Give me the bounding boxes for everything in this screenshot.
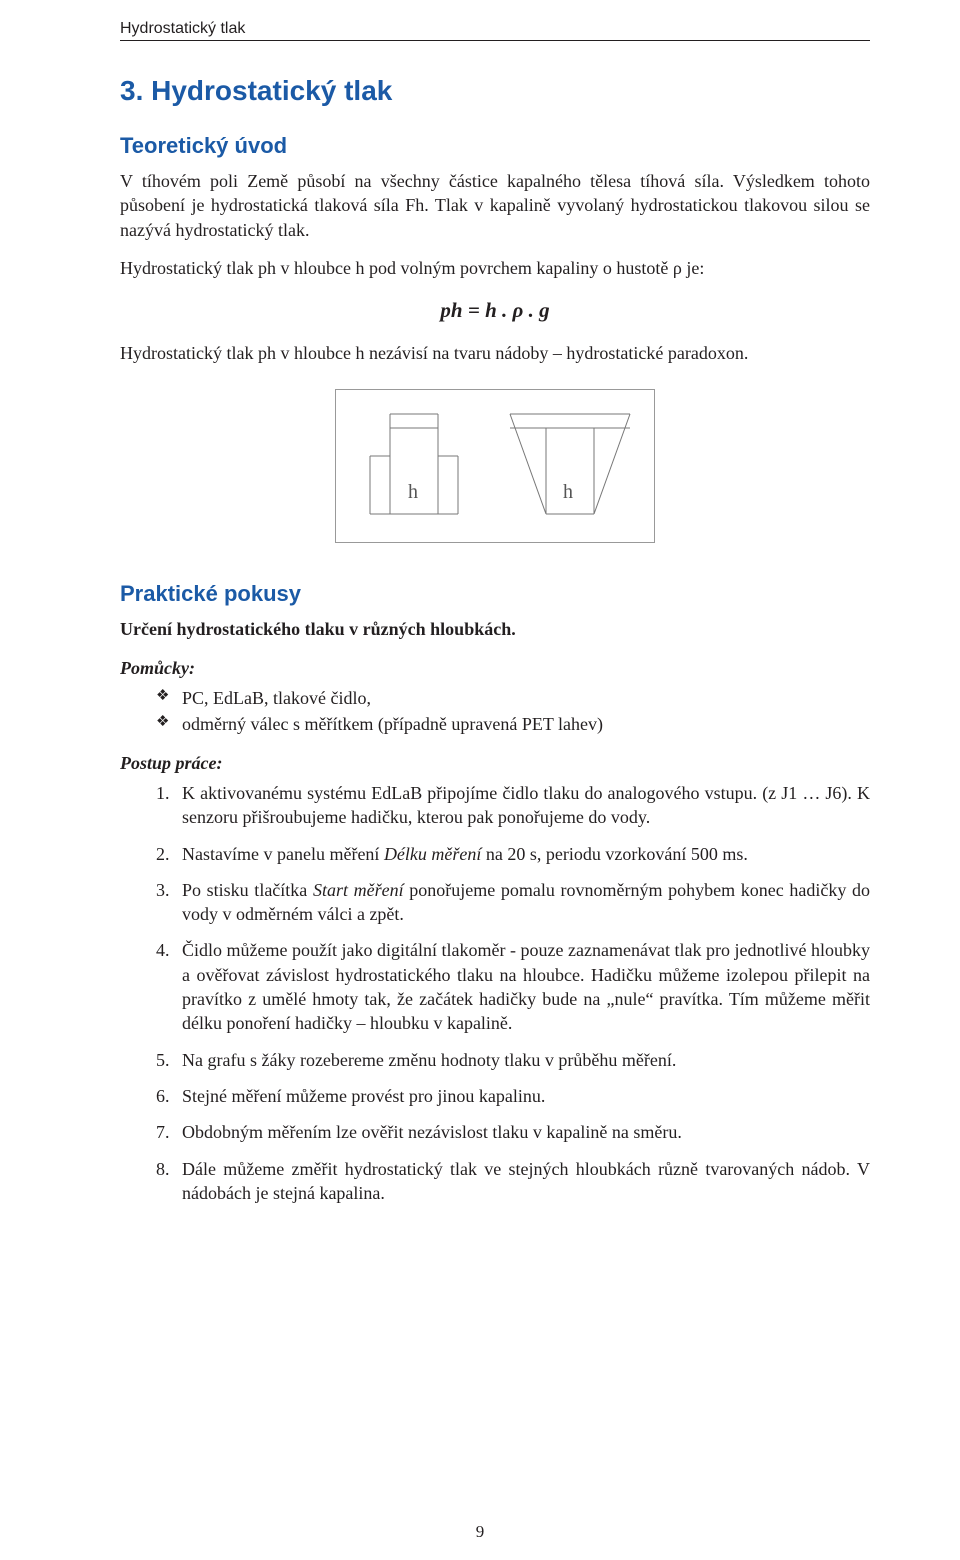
tools-heading: Pomůcky: [120,656,870,680]
section-practice-heading: Praktické pokusy [120,581,870,607]
list-item: odměrný válec s měřítkem (případně uprav… [156,712,870,736]
list-item: Obdobným měřením lze ověřit nezávislost … [156,1120,870,1144]
list-item: Po stisku tlačítka Start měření ponořuje… [156,878,870,927]
diagram-label-h-left: h [408,481,418,503]
section-theory-heading: Teoretický úvod [120,133,870,159]
running-head: Hydrostatický tlak [120,20,870,41]
formula: ph = h . ρ . g [440,298,549,322]
tools-list: PC, EdLaB, tlakové čidlo, odměrný válec … [120,686,870,737]
list-item: Nastavíme v panelu měření Délku měření n… [156,842,870,866]
list-item: PC, EdLaB, tlakové čidlo, [156,686,870,710]
page-number: 9 [0,1522,960,1542]
paradox-diagram-svg: h h [350,406,640,526]
list-item: K aktivovanému systému EdLaB připojíme č… [156,781,870,830]
procedure-heading: Postup práce: [120,751,870,775]
procedure-list: K aktivovanému systému EdLaB připojíme č… [120,781,870,1205]
list-item: Čidlo můžeme použít jako digitální tlako… [156,938,870,1035]
paradox-diagram: h h [335,389,655,543]
list-item: Stejné měření můžeme provést pro jinou k… [156,1084,870,1108]
formula-block: ph = h . ρ . g [120,298,870,323]
diagram-label-h-right: h [563,481,573,503]
theory-paragraph-2: Hydrostatický tlak ph v hloubce h pod vo… [120,256,870,280]
page: Hydrostatický tlak 3. Hydrostatický tlak… [0,0,960,1560]
list-item: Dále můžeme změřit hydrostatický tlak ve… [156,1157,870,1206]
list-item: Na grafu s žáky rozebereme změnu hodnoty… [156,1048,870,1072]
theory-paragraph-1: V tíhovém poli Země působí na všechny čá… [120,169,870,242]
practice-subheading: Určení hydrostatického tlaku v různých h… [120,617,870,641]
theory-paragraph-3: Hydrostatický tlak ph v hloubce h nezávi… [120,341,870,365]
chapter-title: 3. Hydrostatický tlak [120,75,870,107]
